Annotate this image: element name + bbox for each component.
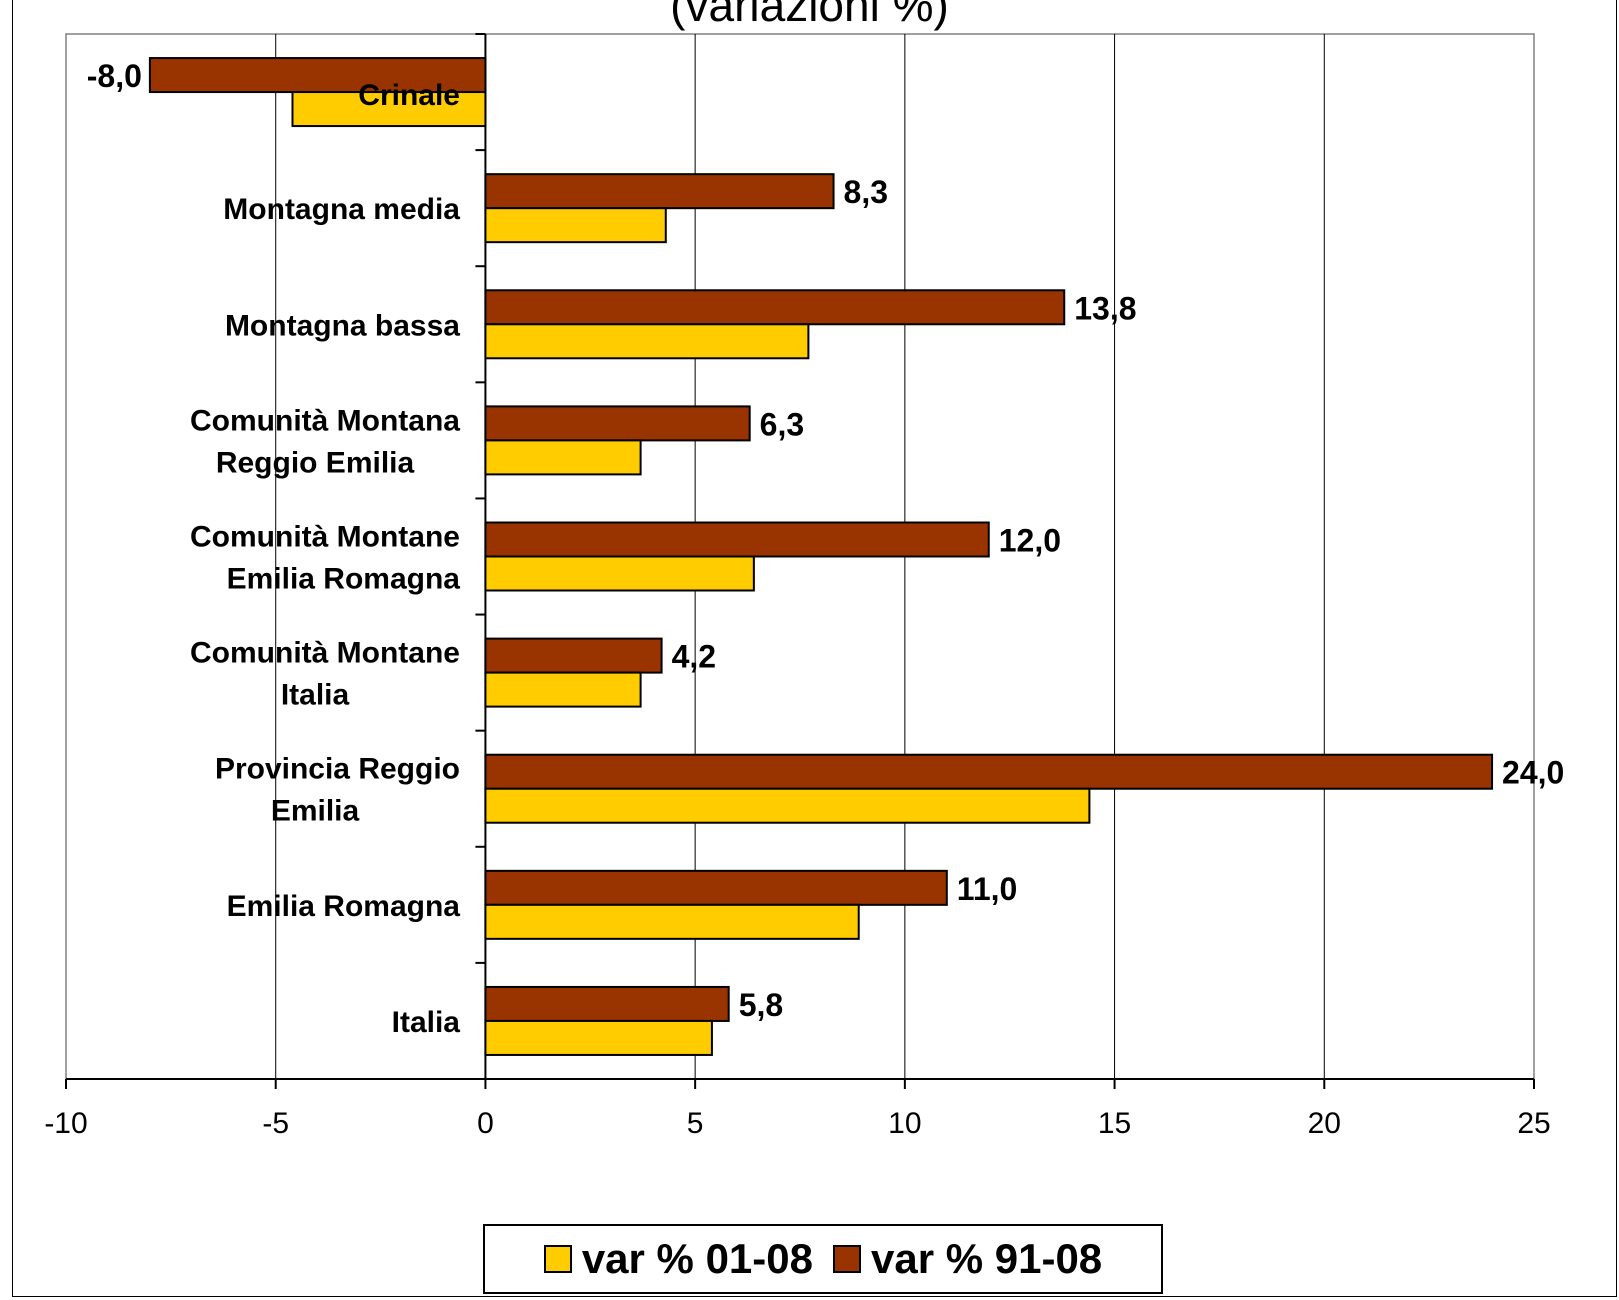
bar-01-08 — [484, 671, 642, 708]
category-label: Emilia — [271, 795, 360, 828]
bar-01-08 — [291, 91, 487, 128]
bar-01-08 — [484, 787, 1091, 824]
x-tick-label: 5 — [687, 1107, 704, 1140]
chart-frame — [12, 0, 1617, 1297]
category-label: Montagna bassa — [225, 309, 460, 342]
legend-swatch-91-08 — [833, 1245, 861, 1273]
category-label: Montagna media — [223, 193, 460, 226]
bar-91-08 — [484, 753, 1494, 790]
data-label: 24,0 — [1502, 755, 1564, 791]
category-label: Italia — [392, 1006, 461, 1039]
bar-01-08 — [484, 207, 667, 244]
legend-swatch-01-08 — [543, 1245, 572, 1273]
bar-01-08 — [484, 439, 642, 476]
x-tick-label: 10 — [888, 1107, 921, 1140]
bar-01-08 — [484, 323, 810, 360]
x-tick-label: -5 — [262, 1107, 289, 1140]
bar-91-08 — [148, 57, 487, 94]
data-label: 5,8 — [739, 987, 783, 1023]
bar-91-08 — [484, 637, 663, 674]
bar-91-08 — [484, 289, 1066, 326]
data-label: 11,0 — [957, 871, 1018, 907]
bar-91-08 — [484, 869, 948, 906]
category-label: Emilia Romagna — [227, 890, 461, 923]
data-label: 12,0 — [999, 523, 1061, 559]
bar-91-08 — [484, 985, 730, 1022]
x-tick-label: 25 — [1517, 1107, 1550, 1140]
legend-item-91-08: var % 91-08 — [833, 1235, 1102, 1283]
data-label: 13,8 — [1074, 290, 1136, 326]
x-tick-label: -10 — [44, 1107, 87, 1140]
legend-item-01-08: var % 01-08 — [543, 1235, 813, 1283]
legend: var % 01-08 var % 91-08 — [483, 1224, 1163, 1294]
data-label: 4,2 — [672, 639, 716, 675]
category-label: Comunità Montane — [190, 637, 460, 670]
bar-91-08 — [484, 173, 835, 210]
category-label: Crinale — [358, 79, 460, 112]
category-label: Comunità Montane — [190, 521, 460, 554]
bar-01-08 — [484, 1019, 713, 1056]
bar-01-08 — [484, 903, 860, 940]
legend-label-91-08: var % 91-08 — [871, 1235, 1103, 1282]
category-label: Comunità Montana — [190, 404, 460, 437]
category-label: Reggio Emilia — [216, 446, 415, 479]
x-tick-label: 15 — [1098, 1107, 1131, 1140]
x-tick-label: 20 — [1308, 1107, 1341, 1140]
x-tick-label: 0 — [477, 1107, 494, 1140]
category-label: Provincia Reggio — [215, 753, 460, 786]
bar-01-08 — [484, 555, 755, 592]
chart-title: (variazioni %) — [670, 0, 949, 31]
data-label: -8,0 — [87, 58, 142, 94]
bar-91-08 — [484, 405, 751, 442]
data-label: 8,3 — [844, 174, 888, 210]
bar-91-08 — [484, 521, 990, 558]
category-label: Emilia Romagna — [227, 563, 461, 596]
legend-label-01-08: var % 01-08 — [581, 1235, 813, 1282]
data-label: 6,3 — [760, 406, 804, 442]
category-label: Italia — [281, 679, 350, 712]
